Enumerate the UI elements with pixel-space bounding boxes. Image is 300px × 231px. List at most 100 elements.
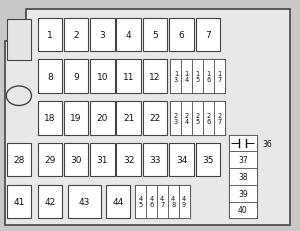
Bar (38, 102, 62, 135)
Bar (169, 143, 194, 177)
Text: 1
7: 1 7 (218, 71, 222, 83)
Text: 41: 41 (13, 197, 25, 206)
Bar (64, 60, 88, 94)
Bar (181, 102, 192, 135)
Bar (143, 60, 167, 94)
Bar (7, 143, 31, 177)
Text: 28: 28 (13, 155, 25, 164)
Text: 38: 38 (238, 172, 248, 181)
Bar (196, 18, 220, 52)
Text: 1
5: 1 5 (196, 71, 200, 83)
Text: 3: 3 (99, 31, 105, 40)
Bar (157, 185, 168, 218)
Bar (38, 18, 62, 52)
Text: 4
6: 4 6 (149, 196, 154, 207)
Text: 11: 11 (123, 72, 134, 81)
Text: 18: 18 (44, 114, 56, 123)
Bar (116, 143, 141, 177)
Text: 37: 37 (238, 156, 248, 164)
Bar (38, 185, 62, 218)
Bar (143, 102, 167, 135)
Bar (229, 135, 257, 152)
Bar (116, 18, 141, 52)
Text: 22: 22 (149, 114, 161, 123)
Text: 5: 5 (152, 31, 158, 40)
Text: 12: 12 (149, 72, 161, 81)
Bar (214, 60, 225, 94)
Text: 1
4: 1 4 (185, 71, 189, 83)
Text: 7: 7 (205, 31, 211, 40)
Text: 44: 44 (112, 197, 124, 206)
Bar (64, 18, 88, 52)
Bar (181, 60, 192, 94)
Bar (170, 60, 181, 94)
Text: 39: 39 (238, 189, 248, 198)
Bar (90, 102, 115, 135)
Bar (168, 185, 179, 218)
Text: 32: 32 (123, 155, 134, 164)
Bar (38, 60, 62, 94)
Text: 4
7: 4 7 (160, 196, 164, 207)
Text: 43: 43 (78, 197, 90, 206)
Bar (135, 185, 190, 218)
Bar (64, 143, 88, 177)
Text: 4
9: 4 9 (182, 196, 186, 207)
Text: 42: 42 (44, 197, 56, 206)
Text: 2
6: 2 6 (206, 112, 211, 124)
Text: 31: 31 (97, 155, 108, 164)
Polygon shape (4, 10, 290, 225)
Bar (170, 60, 225, 94)
Bar (196, 143, 220, 177)
Text: 2
7: 2 7 (218, 112, 222, 124)
Text: 8: 8 (47, 72, 53, 81)
Bar (170, 102, 181, 135)
Bar (64, 102, 88, 135)
Text: 2: 2 (73, 31, 79, 40)
Bar (192, 102, 203, 135)
Bar (7, 185, 31, 218)
Bar (203, 60, 214, 94)
Text: 6: 6 (178, 31, 184, 40)
Text: 34: 34 (176, 155, 187, 164)
Bar (170, 102, 225, 135)
Bar (7, 20, 31, 61)
Text: 33: 33 (149, 155, 161, 164)
Bar (90, 143, 115, 177)
Text: 2
5: 2 5 (196, 112, 200, 124)
Bar (116, 102, 141, 135)
Bar (90, 18, 115, 52)
Text: 2
4: 2 4 (185, 112, 189, 124)
Text: 19: 19 (70, 114, 82, 123)
Bar (179, 185, 190, 218)
Text: 21: 21 (123, 114, 134, 123)
Bar (229, 152, 257, 168)
Text: 4: 4 (126, 31, 131, 40)
Bar (143, 143, 167, 177)
Text: 10: 10 (97, 72, 108, 81)
Bar (38, 143, 62, 177)
Bar (214, 102, 225, 135)
Bar (192, 60, 203, 94)
Bar (229, 202, 257, 218)
Bar (229, 185, 257, 202)
Text: 36: 36 (262, 139, 272, 148)
Bar (169, 18, 194, 52)
Text: 4
8: 4 8 (171, 196, 175, 207)
Text: 1: 1 (47, 31, 53, 40)
Bar (90, 60, 115, 94)
Bar (203, 102, 214, 135)
Bar (229, 168, 257, 185)
Bar (116, 60, 141, 94)
Bar (143, 18, 167, 52)
Text: 1
6: 1 6 (206, 71, 211, 83)
Bar (68, 185, 100, 218)
Bar (146, 185, 157, 218)
Text: 20: 20 (97, 114, 108, 123)
Bar (229, 135, 257, 218)
Text: 2
3: 2 3 (174, 112, 178, 124)
Text: 9: 9 (73, 72, 79, 81)
Text: 29: 29 (44, 155, 56, 164)
Text: 4
5: 4 5 (138, 196, 142, 207)
Text: 40: 40 (238, 206, 248, 214)
Text: 35: 35 (202, 155, 214, 164)
